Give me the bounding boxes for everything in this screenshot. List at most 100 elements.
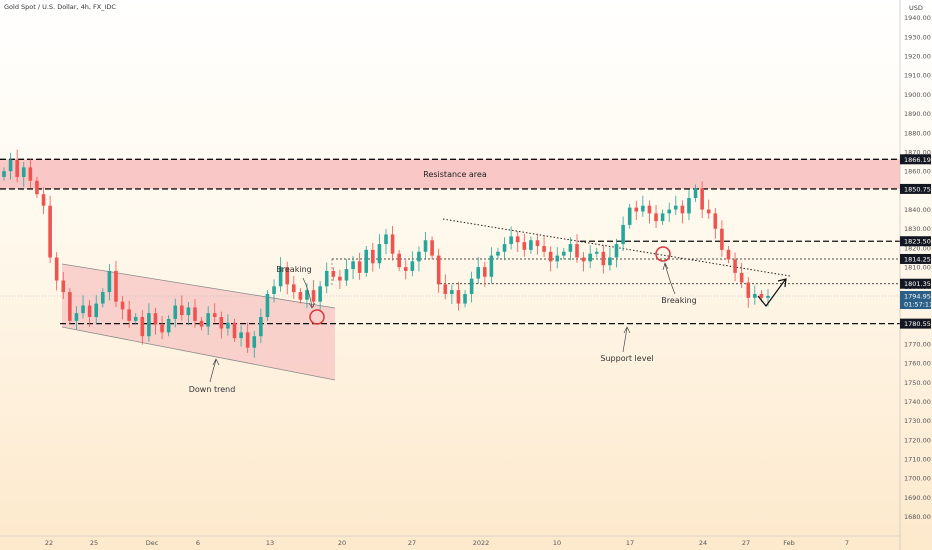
y-tick-label: 1760.00	[904, 360, 931, 368]
candle-body	[278, 267, 283, 287]
down-trend-label: Down trend	[189, 385, 236, 394]
candle-body	[140, 317, 145, 337]
candle-body	[450, 290, 454, 294]
candle-body	[568, 244, 573, 252]
candle-body	[160, 324, 164, 333]
candle-body	[496, 251, 500, 256]
candle-body	[199, 320, 204, 327]
candle-body	[594, 251, 599, 254]
breaking-circle-right	[655, 246, 671, 262]
candle-body	[456, 290, 461, 304]
price-label-bg	[900, 154, 931, 165]
x-tick-label: 24	[699, 539, 707, 547]
candle-body	[371, 249, 375, 264]
x-tick-label: 27	[408, 539, 416, 547]
candle-body	[687, 198, 691, 214]
candle-body	[232, 322, 237, 339]
candle-body	[548, 251, 553, 262]
candle-body	[344, 269, 349, 281]
candle-body	[133, 317, 138, 321]
projection-arrow	[757, 278, 787, 307]
candle-body	[193, 307, 197, 321]
candle-body	[535, 240, 540, 247]
candle-body	[417, 251, 421, 262]
candle-body	[377, 244, 382, 264]
candle-body	[206, 313, 210, 327]
y-tick-label: 1840.00	[904, 206, 931, 214]
candle-body	[436, 255, 441, 285]
candle-body	[542, 246, 546, 252]
x-tick-label: 6	[196, 539, 200, 547]
candle-body	[127, 309, 131, 321]
candle-body	[245, 332, 250, 348]
x-tick-label: Feb	[783, 539, 795, 547]
price-label: 1823.50	[904, 238, 931, 246]
y-tick-label: 1820.00	[904, 244, 931, 252]
candle-body	[469, 278, 474, 294]
y-tick-label: 1890.00	[904, 110, 931, 118]
y-tick-label: 1750.00	[904, 379, 931, 387]
y-tick-label: 1710.00	[904, 456, 931, 464]
candle-body	[720, 228, 724, 250]
downtrend-channel	[62, 264, 335, 380]
candle-body	[384, 234, 388, 245]
y-tick-label: 1740.00	[904, 398, 931, 406]
x-tick-label: 10	[553, 539, 561, 547]
candle-body	[759, 293, 764, 298]
price-label: 1850.75	[904, 185, 931, 193]
candle-body	[173, 305, 178, 319]
candle-body	[114, 270, 118, 302]
candle-body	[627, 207, 632, 225]
x-tick-label: 7	[845, 539, 849, 547]
candle-body	[147, 313, 151, 337]
candle-body	[614, 244, 619, 258]
price-label-bg	[900, 278, 931, 289]
breaking-label-left: Breaking	[276, 265, 311, 274]
candle-body	[443, 284, 448, 294]
candle-body	[212, 313, 217, 318]
y-tick-label: 1730.00	[904, 417, 931, 425]
candle-body	[766, 295, 770, 298]
candle-body	[489, 255, 494, 277]
price-label-bg	[900, 236, 931, 247]
support-level-label: Support level	[600, 354, 653, 363]
candle-body	[239, 332, 243, 339]
candle-body	[562, 251, 566, 256]
candle-body	[41, 194, 46, 206]
candle-body	[726, 249, 731, 260]
pointer-arrow	[622, 326, 631, 353]
candle-body	[502, 244, 507, 252]
candle-body	[608, 257, 612, 266]
candle-body	[100, 292, 105, 304]
candle-body	[291, 284, 296, 293]
candle-body	[219, 317, 224, 329]
candle-body	[410, 261, 415, 271]
x-tick-label: 13	[266, 539, 274, 547]
candle-body	[621, 224, 625, 245]
y-tick-label: 1830.00	[904, 225, 931, 233]
symbol-name: Gold Spot / U.S. Dollar	[4, 3, 77, 11]
candle-body	[423, 240, 428, 252]
candle-body	[364, 249, 369, 273]
candle-body	[581, 257, 586, 262]
y-tick-label: 1680.00	[904, 513, 931, 521]
x-tick-label: 22	[45, 539, 53, 547]
pointer-arrow	[662, 262, 676, 295]
price-label-bg	[900, 318, 931, 329]
x-tick-label: Dec	[146, 539, 159, 547]
candle-body	[259, 317, 263, 337]
x-tick-label: 2022	[473, 539, 490, 547]
candle-body	[753, 293, 757, 298]
candle-body	[601, 251, 606, 266]
y-tick-label: 1930.00	[904, 33, 931, 41]
candle-body	[311, 290, 316, 302]
candle-body	[713, 213, 718, 229]
candle-body	[680, 205, 685, 214]
candle-body	[667, 209, 672, 214]
candle-body	[529, 240, 533, 250]
candle-body	[87, 305, 92, 318]
candle-body	[430, 240, 434, 256]
candle-body	[509, 236, 513, 245]
